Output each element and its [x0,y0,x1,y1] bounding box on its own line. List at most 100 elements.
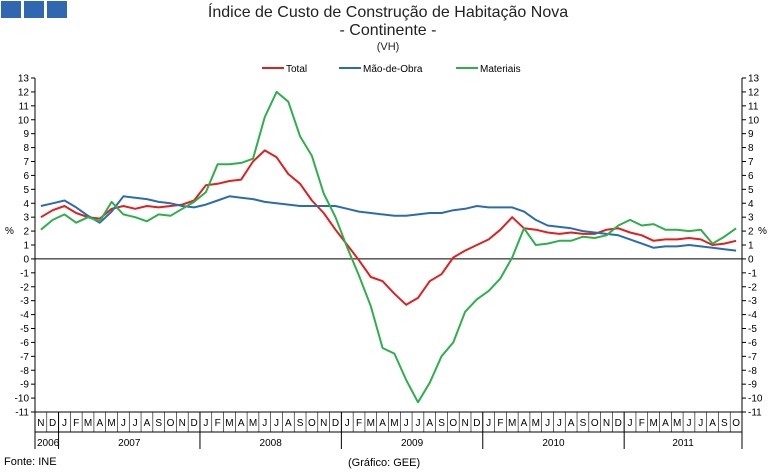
x-tick-label: M [367,418,375,429]
chart-title: Índice de Custo de Construção de Habitaç… [207,4,569,21]
x-tick-label: O [308,418,316,429]
y-tick-label-right: -2 [748,282,757,293]
y-tick-label-right: -7 [748,352,757,363]
y-tick-label-right: 2 [748,227,754,238]
x-tick-label: A [568,418,575,429]
x-tick-label: J [133,418,138,429]
x-tick-label: J [557,418,562,429]
y-tick-label-left: 5 [23,185,29,196]
x-tick-label: J [274,418,279,429]
y-tick-label-right: 5 [748,185,754,196]
x-tick-label: M [84,418,92,429]
x-tick-label: M [249,418,257,429]
y-tick-label-left: -11 [15,408,29,419]
x-tick-label: D [615,418,622,429]
x-tick-label: N [461,418,468,429]
x-tick-label: J [628,418,633,429]
x-tick-label: F [497,418,503,429]
x-tick-label: O [591,418,599,429]
y-tick-label-left: -1 [20,268,29,279]
x-tick-label: N [320,418,327,429]
y-tick-label-left: -4 [20,310,29,321]
y-tick-label-left: 4 [23,199,29,210]
year-label: 2010 [542,438,565,449]
y-tick-label-left: -3 [20,296,29,307]
x-tick-label: D [49,418,56,429]
x-tick-label: A [285,418,292,429]
y-tick-label-right: 0 [748,254,754,265]
y-tick-label-right: 8 [748,143,754,154]
y-tick-label-left: 10 [18,115,30,126]
x-tick-label: S [297,418,304,429]
y-tick-label-left: -10 [15,394,30,405]
x-tick-label: M [508,418,516,429]
x-tick-label: J [262,418,267,429]
logo-square [24,1,44,18]
y-tick-label-right: -1 [748,268,757,279]
y-tick-label-right: 9 [748,129,754,140]
x-tick-label: J [203,418,208,429]
x-tick-label: J [486,418,491,429]
y-tick-label-left: 12 [18,87,30,98]
year-label: 2006 [37,438,60,449]
legend-label: Total [286,64,307,75]
y-tick-label-right: 11 [748,101,759,112]
y-tick-label-right: 7 [748,157,754,168]
x-tick-label: M [673,418,681,429]
x-tick-label: D [190,418,197,429]
x-tick-label: D [473,418,480,429]
x-tick-label: J [62,418,67,429]
x-tick-label: A [144,418,151,429]
series-line-materiais [40,90,737,404]
x-tick-label: A [96,418,103,429]
y-tick-label-left: -5 [20,324,29,335]
series-line-modeobra [40,195,737,252]
x-tick-label: M [107,418,115,429]
x-tick-label: S [721,418,728,429]
y-tick-label-left: 2 [23,227,29,238]
x-tick-label: F [73,418,79,429]
y-tick-label-left: 13 [18,74,30,85]
x-tick-label: A [426,418,433,429]
y-axis-label-left: % [5,226,14,237]
y-tick-label-right: 6 [748,171,754,182]
x-tick-label: D [332,418,339,429]
source-note: Fonte: INE [4,456,57,468]
chart-subtitle: - Continente - [339,22,437,39]
x-tick-label: F [356,418,362,429]
x-tick-label: F [639,418,645,429]
x-tick-label: S [155,418,162,429]
x-tick-label: J [545,418,550,429]
x-tick-label: J [121,418,126,429]
x-tick-label: A [238,418,245,429]
y-tick-label-right: 3 [748,213,754,224]
y-tick-label-right: 12 [748,87,760,98]
x-tick-label: J [698,418,703,429]
x-tick-label: N [603,418,610,429]
y-tick-label-left: -8 [20,366,29,377]
x-tick-label: O [449,418,457,429]
y-tick-label-left: -6 [20,338,29,349]
y-tick-label-right: -4 [748,310,757,321]
logo-square [1,1,21,18]
x-tick-label: J [404,418,409,429]
year-label: 2011 [672,438,694,449]
series-line-total [40,149,737,306]
y-tick-label-right: -10 [748,394,763,405]
logo-square [47,1,67,18]
y-tick-label-left: 1 [23,241,29,252]
legend-label: Mão-de-Obra [363,64,423,75]
y-tick-label-right: -11 [748,408,762,419]
x-tick-label: J [686,418,691,429]
y-tick-label-left: 9 [23,129,29,140]
y-tick-label-right: -9 [748,380,757,391]
credit-note: (Gráfico: GEE) [348,457,421,469]
x-tick-label: M [532,418,540,429]
y-tick-label-left: -9 [20,380,29,391]
y-tick-label-left: -7 [20,352,29,363]
x-tick-label: M [225,418,233,429]
unit-note: (VH) [376,41,400,53]
x-tick-label: J [345,418,350,429]
year-label: 2008 [260,438,283,449]
x-tick-label: N [37,418,44,429]
